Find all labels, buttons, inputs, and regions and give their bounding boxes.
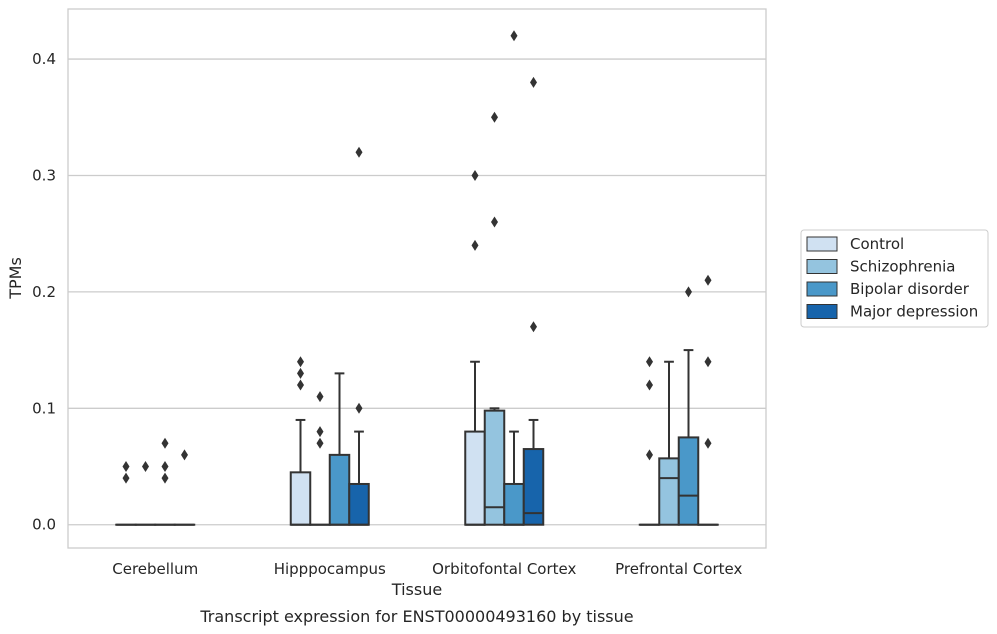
box-body xyxy=(348,482,370,526)
outlier-point xyxy=(704,274,712,286)
legend: Control Schizophrenia Bipolar disorder Majo… xyxy=(800,229,989,328)
outlier-point xyxy=(297,379,304,391)
outlier-point xyxy=(704,437,712,449)
y-tick-label: 0.1 xyxy=(32,399,56,417)
outlier-point xyxy=(122,472,130,484)
outlier-point xyxy=(181,449,188,461)
x-tick-label: Cerebellum xyxy=(112,560,198,578)
legend-swatch xyxy=(806,304,838,319)
outlier-point xyxy=(530,321,537,333)
box xyxy=(658,360,680,526)
outlier-point xyxy=(316,391,324,403)
y-tick-label: 0.0 xyxy=(32,516,56,534)
box-plots xyxy=(115,30,719,526)
outlier-point xyxy=(646,379,653,391)
legend-swatch xyxy=(806,236,838,252)
y-tick-label: 0.3 xyxy=(32,166,56,184)
outlier-point xyxy=(471,239,479,251)
legend-swatch xyxy=(806,259,838,274)
outlier-point xyxy=(471,169,479,181)
box xyxy=(328,372,351,526)
x-axis-ticks: Cerebellum Hipppocampus Orbitofontal Corte… xyxy=(112,560,742,578)
outlier-point xyxy=(297,367,304,379)
box-body xyxy=(328,453,351,526)
box xyxy=(503,30,525,526)
outlier-point xyxy=(685,286,692,298)
box xyxy=(464,169,486,526)
legend-label: Control xyxy=(850,235,904,253)
box xyxy=(173,449,196,526)
gridlines xyxy=(68,58,766,526)
chart-caption: Transcript expression for ENST0000049316… xyxy=(199,607,633,626)
box xyxy=(154,437,176,526)
box-body xyxy=(289,471,312,526)
outlier-point xyxy=(355,146,363,158)
box xyxy=(289,356,312,526)
x-tick-label: Prefrontal Cortex xyxy=(615,560,742,578)
y-axis-ticks: 0.0 0.1 0.2 0.3 0.4 xyxy=(32,50,56,534)
legend-label: Major depression xyxy=(850,303,978,321)
outlier-point xyxy=(704,356,712,368)
x-tick-label: Orbitofontal Cortex xyxy=(432,560,576,578)
box-body xyxy=(464,430,486,526)
outlier-point xyxy=(491,216,498,228)
outlier-point xyxy=(316,437,324,449)
outlier-point xyxy=(142,461,149,473)
legend-frame xyxy=(800,229,989,328)
outlier-point xyxy=(646,356,653,368)
box-body xyxy=(503,482,525,526)
outlier-point xyxy=(316,426,324,438)
box xyxy=(348,146,370,526)
y-axis-title: TPMs xyxy=(6,257,25,300)
box xyxy=(483,111,506,526)
x-tick-label: Hipppocampus xyxy=(274,560,386,578)
box xyxy=(115,461,137,526)
outlier-point xyxy=(530,76,537,88)
outlier-point xyxy=(161,472,169,484)
outlier-point xyxy=(510,30,518,42)
box xyxy=(134,461,157,526)
outlier-point xyxy=(491,111,498,123)
outlier-point xyxy=(161,437,169,449)
x-axis-title: Tissue xyxy=(391,580,442,599)
box xyxy=(697,274,719,526)
box xyxy=(677,286,700,526)
outlier-point xyxy=(297,356,304,368)
box-body xyxy=(658,457,680,526)
legend-label: Schizophrenia xyxy=(850,258,955,276)
outlier-point xyxy=(161,461,169,473)
outlier-point xyxy=(122,461,130,473)
box-body xyxy=(677,436,700,526)
legend-label: Bipolar disorder xyxy=(850,280,970,298)
box xyxy=(522,76,545,526)
outlier-point xyxy=(355,402,363,414)
plot-frame xyxy=(67,8,767,549)
box xyxy=(638,356,661,526)
box xyxy=(309,391,331,526)
y-tick-label: 0.2 xyxy=(32,283,56,301)
y-tick-label: 0.4 xyxy=(32,50,56,68)
legend-swatch xyxy=(806,281,838,297)
outlier-point xyxy=(646,449,653,461)
